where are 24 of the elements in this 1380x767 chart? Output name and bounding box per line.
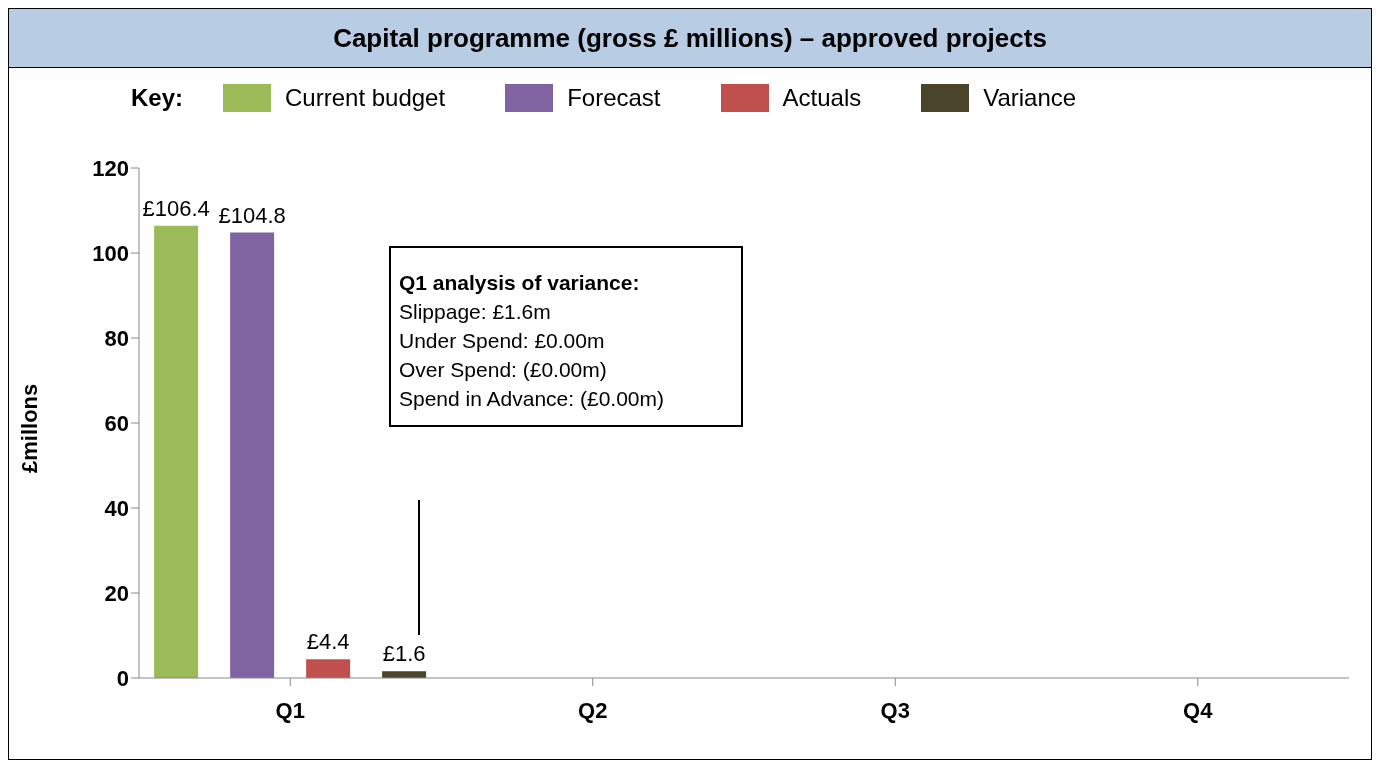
- x-tick-label: Q1: [275, 697, 305, 723]
- legend-title: Key:: [131, 84, 184, 112]
- y-tick-label: 120: [92, 155, 129, 181]
- data-label: £1.6: [382, 641, 426, 667]
- y-axis-title: £millons: [16, 383, 42, 473]
- note-box: Q1 analysis of variance: Slippage: £1.6m Under Spend: £0.00m Over Spend: (£0.00m) Spend in Advance: (£0.00m): [389, 246, 743, 427]
- y-tick-label: 0: [116, 665, 129, 691]
- y-tick-label: 60: [104, 410, 129, 436]
- legend-label: Actuals: [781, 84, 862, 112]
- annotation: Q1 analysis of variance: Slippage: £1.6m Under Spend: £0.00m Over Spend: (£0.00m) Spend in Advance: (£0.00m): [399, 270, 665, 412]
- x-tick-label: Q2: [578, 697, 608, 723]
- legend-label: Variance: [982, 84, 1077, 112]
- data-label: £106.4: [142, 195, 210, 221]
- x-tick-label: Q4: [1183, 697, 1214, 723]
- y-tick-label: 40: [104, 495, 129, 521]
- y-tick-label: 20: [104, 580, 129, 606]
- data-label: £4.4: [306, 629, 350, 655]
- legend-label: Current budget: [284, 84, 446, 112]
- x-tick-label: Q3: [880, 697, 910, 723]
- y-tick-label: 80: [104, 325, 129, 351]
- chart-title: Capital programme (gross £ millions) – approved projects: [9, 9, 1371, 68]
- y-tick-label: 100: [92, 240, 129, 266]
- legend-label: Forecast: [566, 84, 661, 112]
- data-label: £104.8: [218, 202, 286, 228]
